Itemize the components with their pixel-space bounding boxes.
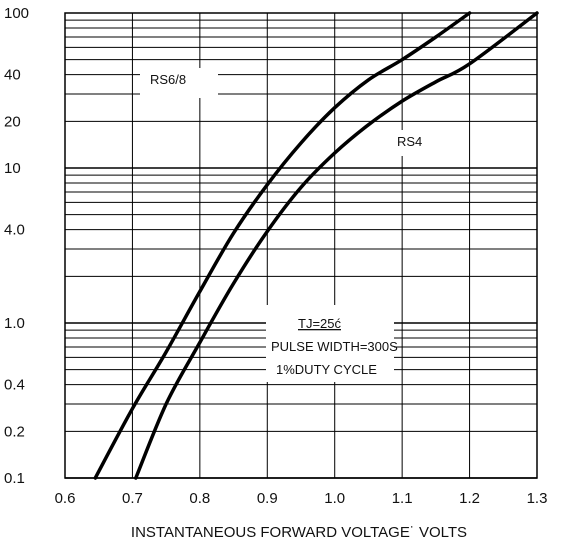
x-tick-label: 0.7	[122, 490, 143, 507]
y-tick-label: 100	[4, 5, 29, 22]
y-tick-label: 0.4	[4, 377, 25, 394]
grid	[65, 13, 537, 479]
x-tick-label: 1.0	[324, 490, 345, 507]
series-layer	[93, 11, 539, 480]
series-label-rs4: RS4	[397, 134, 422, 149]
condition-pulse-width: PULSE WIDTH=300S	[271, 339, 398, 354]
y-tick-label: 0.1	[4, 470, 25, 487]
x-tick-label: 0.9	[257, 490, 278, 507]
plot-frame	[64, 12, 538, 479]
y-tick-label: 20	[4, 113, 21, 130]
series-line-rs4	[134, 11, 539, 480]
x-axis-label: INSTANTANEOUS FORWARD VOLTAGE˙ VOLTS	[131, 524, 467, 541]
condition-tj: TJ=25ć	[298, 316, 341, 331]
series-line-rs68	[93, 11, 472, 480]
label-background-rs4	[388, 130, 434, 156]
condition-duty-cycle: 1%DUTY CYCLE	[276, 362, 377, 377]
y-tick-label: 0.2	[4, 423, 25, 440]
y-tick-label: 4.0	[4, 222, 25, 239]
x-tick-label: 0.6	[55, 490, 76, 507]
y-tick-label: 40	[4, 67, 21, 84]
x-tick-label: 0.8	[189, 490, 210, 507]
x-tick-label: 1.2	[459, 490, 480, 507]
x-tick-label: 1.3	[527, 490, 548, 507]
series-label-rs68: RS6/8	[150, 72, 186, 87]
y-tick-label: 1.0	[4, 315, 25, 332]
x-tick-label: 1.1	[392, 490, 413, 507]
y-tick-label: 10	[4, 160, 21, 177]
label-background-rs68	[140, 68, 218, 98]
tick-labels: 0.6 0.7 0.8 0.9 1.0 1.1 1.2 1.3 100 40 20 10 4.0 1.0 0…	[4, 5, 547, 507]
conditions-box-background	[266, 305, 394, 382]
